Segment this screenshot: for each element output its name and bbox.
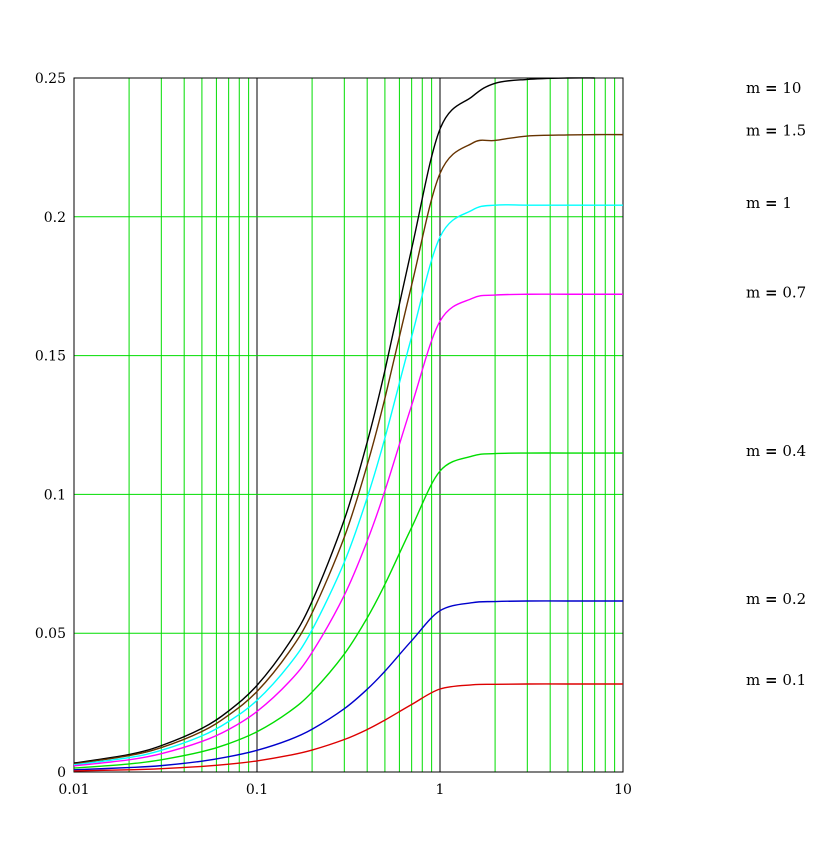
legend: m = 10 m = 1.5 m = 1 m = 0.7 m = 0.4 m = 0.2 m… xyxy=(746,79,806,689)
y-tick-label: 0.2 xyxy=(44,210,66,226)
series-line xyxy=(73,683,623,772)
legend-item: m = 1 xyxy=(746,194,792,212)
series-line xyxy=(73,452,623,769)
x-tick-label: 10 xyxy=(614,782,632,798)
y-tick-label: 0 xyxy=(57,765,66,781)
series-line xyxy=(73,293,623,767)
series-line xyxy=(73,77,595,764)
y-tick-label: 0.25 xyxy=(35,71,66,87)
series-line xyxy=(73,600,623,771)
y-tick-label: 0.05 xyxy=(35,626,66,642)
y-tick-label: 0.1 xyxy=(44,487,66,503)
legend-item: m = 0.7 xyxy=(746,283,806,301)
x-tick-label: 1 xyxy=(436,782,445,798)
legend-item: m = 0.1 xyxy=(746,671,806,689)
legend-item: m = 10 xyxy=(746,79,801,97)
x-tick-label: 0.01 xyxy=(58,782,89,798)
series-line xyxy=(73,204,623,766)
grid xyxy=(74,78,623,772)
x-axis-ticks: 0.01 0.1 1 10 xyxy=(58,782,632,798)
series-group xyxy=(73,77,624,772)
x-tick-label: 0.1 xyxy=(246,782,268,798)
legend-item: m = 0.4 xyxy=(746,442,806,460)
legend-item: m = 0.2 xyxy=(746,590,806,608)
y-tick-label: 0.15 xyxy=(35,349,66,365)
legend-item: m = 1.5 xyxy=(746,122,806,140)
y-axis-ticks: 0 0.05 0.1 0.15 0.2 0.25 xyxy=(35,71,66,781)
plot-area-frame xyxy=(73,77,624,773)
series-line xyxy=(73,133,624,765)
